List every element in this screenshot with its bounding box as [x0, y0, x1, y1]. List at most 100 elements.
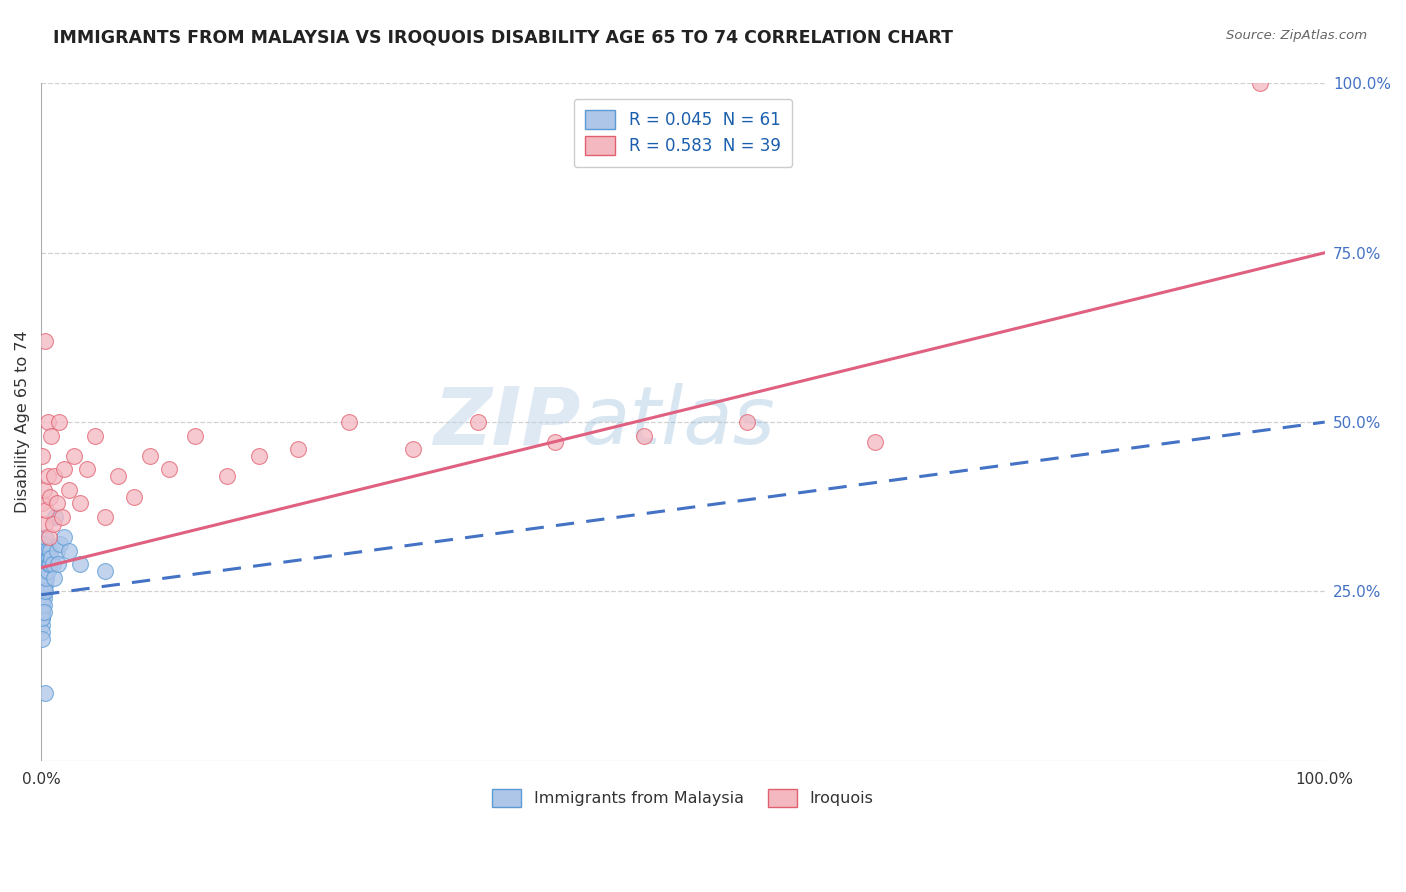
Point [32, 591, 55, 606]
Point [34, 558, 56, 572]
Point [32, 537, 55, 551]
Point [51, 509, 73, 524]
Text: ZIP: ZIP [433, 383, 581, 461]
Point [32, 550, 55, 565]
Point [34, 334, 56, 348]
Point [45, 496, 67, 510]
Point [32, 598, 55, 612]
Point [41, 516, 63, 531]
Point [63, 449, 86, 463]
Point [31, 611, 53, 625]
Point [247, 449, 270, 463]
Text: Source: ZipAtlas.com: Source: ZipAtlas.com [1226, 29, 1367, 42]
Point [31, 591, 53, 606]
Point [58, 483, 80, 497]
Point [865, 435, 887, 450]
Point [32, 605, 55, 619]
Point [84, 428, 107, 442]
Point [31, 571, 53, 585]
Point [31, 611, 53, 625]
Point [31, 605, 53, 619]
Point [32, 564, 55, 578]
Point [32, 584, 55, 599]
Point [45, 543, 67, 558]
Point [34, 516, 56, 531]
Point [39, 543, 62, 558]
Point [37, 415, 59, 429]
Point [37, 550, 59, 565]
Point [34, 530, 56, 544]
Text: IMMIGRANTS FROM MALAYSIA VS IROQUOIS DISABILITY AGE 65 TO 74 CORRELATION CHART: IMMIGRANTS FROM MALAYSIA VS IROQUOIS DIS… [53, 29, 953, 46]
Point [159, 462, 181, 476]
Point [69, 496, 91, 510]
Point [34, 571, 56, 585]
Point [39, 558, 62, 572]
Point [38, 530, 60, 544]
Point [38, 550, 60, 565]
Point [31, 591, 53, 606]
Point [53, 462, 76, 476]
Point [49, 537, 72, 551]
Point [31, 558, 53, 572]
Point [32, 483, 55, 497]
Point [633, 428, 655, 442]
Point [37, 543, 59, 558]
Point [69, 558, 91, 572]
Point [217, 469, 239, 483]
Point [31, 564, 53, 578]
Point [31, 577, 53, 591]
Point [122, 490, 145, 504]
Point [35, 558, 58, 572]
Point [34, 686, 56, 700]
Point [31, 618, 53, 632]
Point [31, 584, 53, 599]
Point [31, 632, 53, 646]
Point [42, 571, 65, 585]
Point [41, 550, 63, 565]
Point [31, 605, 53, 619]
Point [34, 577, 56, 591]
Y-axis label: Disability Age 65 to 74: Disability Age 65 to 74 [15, 331, 30, 514]
Point [31, 449, 53, 463]
Point [31, 584, 53, 599]
Point [44, 509, 66, 524]
Point [31, 598, 53, 612]
Point [46, 558, 69, 572]
Point [31, 564, 53, 578]
Legend: Immigrants from Malaysia, Iroquois: Immigrants from Malaysia, Iroquois [486, 782, 880, 814]
Point [94, 509, 117, 524]
Point [94, 564, 117, 578]
Point [467, 415, 489, 429]
Point [35, 571, 58, 585]
Point [41, 428, 63, 442]
Point [42, 469, 65, 483]
Point [53, 530, 76, 544]
Point [35, 550, 58, 565]
Point [37, 564, 59, 578]
Point [32, 558, 55, 572]
Point [337, 415, 360, 429]
Point [402, 442, 425, 457]
Point [34, 543, 56, 558]
Point [34, 564, 56, 578]
Point [32, 571, 55, 585]
Point [31, 550, 53, 565]
Point [543, 435, 565, 450]
Point [76, 462, 98, 476]
Point [34, 584, 56, 599]
Point [184, 428, 207, 442]
Point [287, 442, 309, 457]
Point [107, 469, 129, 483]
Point [34, 550, 56, 565]
Text: atlas: atlas [581, 383, 775, 461]
Point [31, 598, 53, 612]
Point [39, 490, 62, 504]
Point [735, 415, 758, 429]
Point [31, 496, 53, 510]
Point [37, 469, 59, 483]
Point [1250, 77, 1272, 91]
Point [31, 577, 53, 591]
Point [41, 558, 63, 572]
Point [139, 449, 162, 463]
Point [31, 625, 53, 640]
